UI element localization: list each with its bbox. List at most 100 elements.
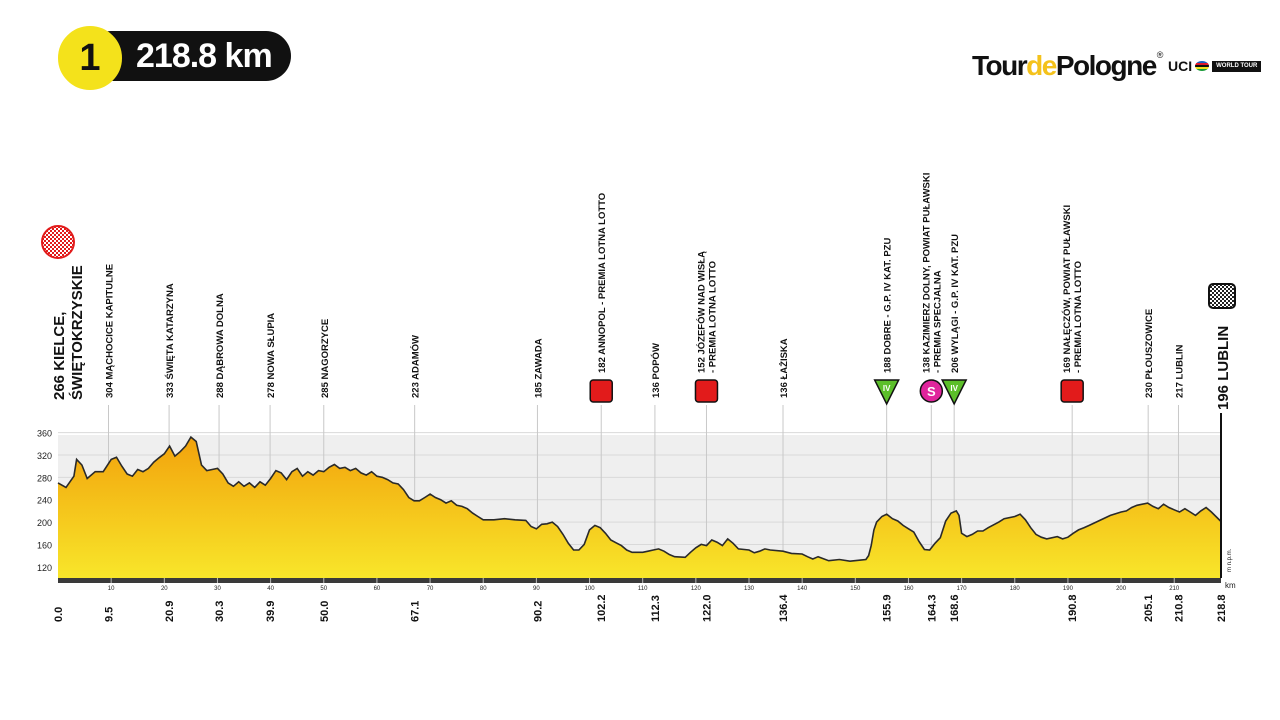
x-tick-label: 50 <box>320 586 327 592</box>
logo-trademark: ® <box>1156 50 1164 60</box>
waypoint-label: 288 DĄBROWA DOLNA <box>215 293 226 398</box>
world-tour-label: WORLD TOUR <box>1212 60 1262 72</box>
waypoint-label: 230 PŁOUSZOWICE <box>1144 309 1155 398</box>
km-marker-label: 210.8 <box>1173 594 1185 622</box>
x-tick-label: 80 <box>480 586 487 592</box>
uci-text: UCI <box>1168 58 1193 74</box>
uci-rainbow-icon <box>1195 61 1210 71</box>
x-tick-label: 110 <box>638 586 648 592</box>
km-marker-label: 0.0 <box>53 607 65 622</box>
special-marker-icon <box>919 379 944 403</box>
stage-number: 1 <box>79 36 101 79</box>
waypoint-label: 285 NAGORZYCE <box>320 319 331 398</box>
elevation-line <box>57 435 1222 563</box>
x-tick-label: 150 <box>850 586 861 592</box>
km-marker-label: 136.4 <box>778 594 790 622</box>
sprint-marker-icon <box>589 379 613 403</box>
stage-distance: 218.8 km <box>136 37 273 75</box>
x-tick-label: 170 <box>957 586 968 592</box>
kom-marker-text: IV <box>883 384 891 393</box>
waypoint-label: 304 MĄCHOCICE KAPITULNE <box>104 264 115 398</box>
waypoint-label: 182 ANNOPOL - PREMIA LOTNA LOTTO <box>597 193 608 373</box>
waypoint-label-line2: - PREMIA SPECJALNA <box>932 270 943 373</box>
km-marker-label: 168.6 <box>949 594 961 622</box>
waypoint-label-line2: - PREMIA LOTNA LOTTO <box>1073 261 1084 373</box>
waypoint-label: 152 JÓZEFÓW NAD WISŁĄ <box>695 251 707 373</box>
x-tick-label: 200 <box>1116 586 1127 592</box>
distance-axis-bar <box>58 578 1221 583</box>
x-tick-label: 40 <box>267 586 274 592</box>
waypoint-label: 333 ŚWIĘTA KATARZYNA <box>164 283 176 398</box>
km-marker-label: 155.9 <box>882 594 894 622</box>
kom-marker-icon <box>940 379 968 406</box>
x-tick-label: 60 <box>374 586 381 592</box>
km-marker-label: 39.9 <box>265 601 277 622</box>
km-marker-label: 9.5 <box>103 607 115 622</box>
y-tick-label: 280 <box>37 473 52 483</box>
x-tick-label: 10 <box>108 586 115 592</box>
km-marker-label: 90.2 <box>532 601 544 622</box>
waypoint-label: 188 DOBRE - G.P. IV KAT. PZU <box>883 238 894 373</box>
km-marker-label: 67.1 <box>410 601 422 622</box>
finish-label: 196 LUBLIN <box>1215 326 1232 410</box>
logo-part-pologne: Pologne <box>1055 50 1157 81</box>
x-tick-label: 90 <box>533 586 540 592</box>
waypoint-label: 136 ŁAŻISKA <box>779 338 790 398</box>
waypoint-label: 278 NOWA SŁUPIA <box>266 313 277 398</box>
start-label: 266 KIELCE, <box>51 312 68 400</box>
waypoint-label: 223 ADAMÓW <box>410 335 422 398</box>
km-marker-label: 122.0 <box>701 594 713 622</box>
y-tick-label: 120 <box>37 563 52 573</box>
km-marker-label: 164.3 <box>926 594 938 622</box>
km-marker-label: 30.3 <box>214 601 226 622</box>
y-tick-label: 200 <box>37 518 52 528</box>
waypoint-label: 169 NAŁĘCZÓW, POWIAT PUŁAWSKI <box>1061 205 1073 373</box>
y-tick-label: 240 <box>37 496 52 506</box>
sprint-marker-icon <box>694 379 719 403</box>
km-marker-label: 218.8 <box>1216 594 1228 622</box>
y-axis-unit-label: m n.p.m. <box>1227 548 1233 572</box>
x-tick-label: 130 <box>744 586 755 592</box>
km-marker-label: 112.3 <box>650 595 662 622</box>
x-tick-label: 120 <box>691 586 702 592</box>
x-tick-label: 70 <box>427 586 434 592</box>
logo-part-tour: Tour <box>972 50 1028 81</box>
km-marker-label: 190.8 <box>1067 594 1079 622</box>
finish-flag-icon <box>1208 283 1236 309</box>
waypoint-label-line2: - PREMIA LOTNA LOTTO <box>707 261 718 373</box>
sprint-marker-icon <box>1060 379 1084 403</box>
uci-world-tour-logo: UCI WORLD TOUR <box>1168 58 1262 74</box>
elevation-area <box>58 437 1221 578</box>
kom-marker-icon <box>873 379 900 406</box>
km-marker-label: 20.9 <box>164 601 176 622</box>
x-tick-label: 100 <box>585 586 596 592</box>
stage-number-badge: 1 <box>58 26 122 90</box>
y-tick-label: 320 <box>37 451 52 461</box>
x-tick-label: 210 <box>1169 586 1180 592</box>
x-tick-label: 140 <box>797 586 808 592</box>
logo-part-de: de <box>1026 50 1057 81</box>
x-tick-label: 20 <box>161 586 168 592</box>
x-tick-label: 160 <box>903 586 914 592</box>
km-marker-label: 102.2 <box>596 594 608 622</box>
x-tick-label: 30 <box>214 586 221 592</box>
km-marker-label: 50.0 <box>319 601 331 622</box>
x-tick-label: 190 <box>1063 586 1074 592</box>
start-icon <box>41 225 75 259</box>
waypoint-label: 217 LUBLIN <box>1174 345 1185 398</box>
y-tick-label: 160 <box>37 540 52 550</box>
waypoint-label: 206 WYLĄGI - G.P. IV KAT. PZU <box>950 234 961 373</box>
tour-de-pologne-logo: Tour de Pologne ® <box>972 46 1163 86</box>
special-marker-text: S <box>927 384 936 399</box>
kom-marker-text: IV <box>950 384 958 393</box>
y-tick-label: 360 <box>37 429 52 439</box>
waypoint-label: 185 ZAWADA <box>533 338 544 398</box>
km-marker-label: 205.1 <box>1143 594 1155 622</box>
x-axis-unit-label: km <box>1225 581 1236 590</box>
waypoint-label: 138 KAZIMIERZ DOLNY, POWIAT PUŁAWSKI <box>921 173 932 373</box>
start-label-line2: ŚWIĘTOKRZYSKIE <box>68 265 86 400</box>
x-tick-label: 180 <box>1010 586 1021 592</box>
waypoint-label: 136 POPÓW <box>650 343 662 398</box>
